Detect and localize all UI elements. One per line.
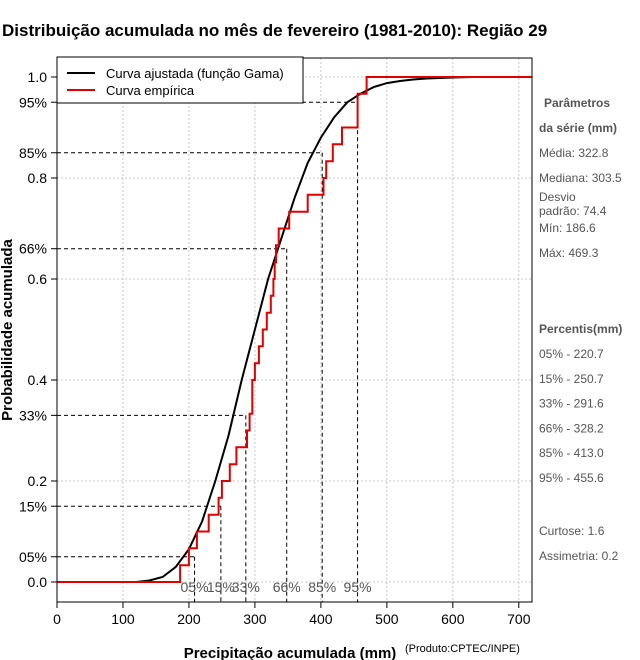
y-tick-label: 0.8 bbox=[28, 170, 48, 186]
percentile-value: 05% - 220.7 bbox=[539, 347, 604, 361]
y-axis-label: Probabilidade acumulada bbox=[0, 238, 16, 420]
y-tick-label: 1.0 bbox=[28, 69, 48, 85]
y-tick-label: 0.6 bbox=[28, 271, 48, 287]
data-series bbox=[57, 76, 532, 583]
percentile-x-label: 85% bbox=[308, 579, 336, 595]
percentile-x-label: 05% bbox=[181, 579, 209, 595]
legend-empirical-label: Curva empírica bbox=[106, 83, 195, 98]
percentiles-header: Percentis(mm) bbox=[539, 322, 622, 336]
x-tick-label: 0 bbox=[53, 611, 61, 627]
prob-tick-label: 95% bbox=[19, 94, 47, 110]
percentile-x-label: 95% bbox=[344, 579, 372, 595]
prob-tick-label: 85% bbox=[19, 145, 47, 161]
percentiles-list: 05% - 220.7 15% - 250.7 33% - 291.6 66% - 3… bbox=[539, 347, 604, 485]
stat-stddev-1: Desvio bbox=[539, 190, 576, 204]
y-axis-ticks: 0.0 0.2 0.4 0.6 0.8 1.0 bbox=[28, 69, 57, 590]
x-tick-label: 600 bbox=[441, 611, 465, 627]
x-tick-label: 100 bbox=[111, 611, 135, 627]
stat-stddev-2: padrão: 74.4 bbox=[539, 204, 607, 218]
probability-ticks: 05% 15% 33% 66% 85% 95% bbox=[19, 94, 57, 565]
grid-lines bbox=[57, 58, 532, 602]
percentile-x-label: 33% bbox=[232, 579, 260, 595]
product-credit: (Produto:CPTEC/INPE) bbox=[405, 643, 520, 655]
x-axis-ticks: 0 100 200 300 400 500 600 700 bbox=[53, 602, 531, 627]
legend-fitted-label: Curva ajustada (função Gama) bbox=[106, 66, 284, 81]
x-axis-label: Precipitação acumulada (mm) bbox=[184, 645, 397, 660]
params-header-2: da série (mm) bbox=[539, 121, 617, 135]
prob-tick-label: 33% bbox=[19, 407, 47, 423]
stat-mean: Média: 322.8 bbox=[539, 146, 609, 160]
percentile-value: 33% - 291.6 bbox=[539, 397, 604, 411]
percentile-value: 85% - 413.0 bbox=[539, 446, 604, 460]
prob-tick-label: 05% bbox=[19, 549, 47, 565]
percentile-guide-lines bbox=[57, 101, 359, 602]
x-tick-label: 700 bbox=[507, 611, 531, 627]
side-panel: Parâmetros da série (mm) Média: 322.8 Me… bbox=[539, 96, 622, 563]
x-tick-label: 500 bbox=[375, 611, 399, 627]
stat-skewness: Assimetria: 0.2 bbox=[539, 549, 619, 563]
legend-box bbox=[56, 56, 304, 104]
percentile-x-label: 15% bbox=[207, 579, 235, 595]
percentile-value: 95% - 455.6 bbox=[539, 471, 604, 485]
percentile-x-labels: 05%15%33% 66% 85% 95% bbox=[181, 579, 372, 595]
stat-kurtosis: Curtose: 1.6 bbox=[539, 524, 605, 538]
y-tick-label: 0.4 bbox=[28, 372, 48, 388]
y-tick-label: 0.0 bbox=[28, 574, 48, 590]
plot-frame bbox=[56, 57, 533, 603]
percentile-value: 15% - 250.7 bbox=[539, 372, 604, 386]
x-tick-label: 400 bbox=[309, 611, 333, 627]
prob-tick-label: 66% bbox=[19, 241, 47, 257]
x-tick-label: 300 bbox=[243, 611, 267, 627]
stat-min: Mín: 186.6 bbox=[539, 221, 596, 235]
empirical-step-line bbox=[57, 76, 532, 583]
legend: Curva ajustada (função Gama) Curva empír… bbox=[56, 56, 304, 104]
params-header-1: Parâmetros bbox=[544, 96, 610, 110]
stat-median: Mediana: 303.5 bbox=[539, 171, 622, 185]
fitted-curve-line bbox=[57, 76, 473, 583]
prob-tick-label: 15% bbox=[19, 498, 47, 514]
chart-title: Distribuição acumulada no mês de feverei… bbox=[2, 21, 547, 40]
x-tick-label: 200 bbox=[177, 611, 201, 627]
percentile-value: 66% - 328.2 bbox=[539, 421, 604, 435]
stat-max: Máx: 469.3 bbox=[539, 246, 599, 260]
percentile-x-label: 66% bbox=[273, 579, 301, 595]
y-tick-label: 0.2 bbox=[28, 473, 48, 489]
